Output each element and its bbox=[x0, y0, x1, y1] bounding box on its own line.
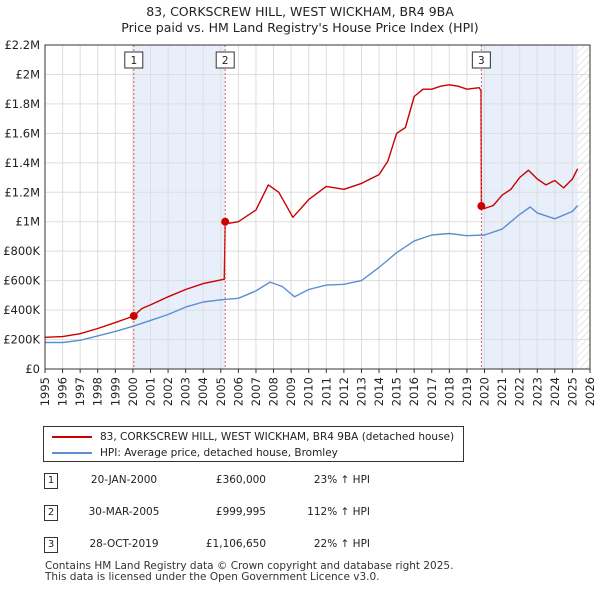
sale-marker-box bbox=[471, 51, 491, 69]
x-tick-label: 2006 bbox=[231, 377, 245, 406]
x-tick-label: 1995 bbox=[38, 377, 52, 406]
y-tick-label: £2M bbox=[15, 67, 40, 81]
sale-marker-label: 2 bbox=[222, 55, 229, 67]
chart-subtitle: Price paid vs. HM Land Registry's House … bbox=[121, 20, 479, 35]
x-tick-label: 2002 bbox=[161, 377, 175, 406]
x-tick-label: 1997 bbox=[73, 377, 87, 406]
y-tick-label: £0 bbox=[25, 362, 40, 376]
sale-row: 3 28-OCT-2019 £1,106,650 22% ↑ HPI bbox=[0, 534, 600, 554]
x-tick-label: 2020 bbox=[478, 377, 492, 406]
sale-date: 20-JAN-2000 bbox=[90, 474, 158, 486]
x-tick-label: 2026 bbox=[583, 377, 597, 406]
legend-swatch-property bbox=[52, 436, 92, 438]
hpi-line bbox=[45, 205, 579, 344]
x-tick-label: 2003 bbox=[179, 377, 193, 406]
sale-point bbox=[221, 217, 230, 226]
x-tick-label: 2004 bbox=[196, 377, 210, 406]
sale-number: 2 bbox=[44, 505, 58, 521]
sale-number: 3 bbox=[44, 537, 58, 553]
sale-date: 30-MAR-2005 bbox=[88, 506, 160, 518]
footer-license: This data is licensed under the Open Gov… bbox=[45, 571, 380, 583]
y-tick-label: £1.8M bbox=[4, 97, 40, 111]
sale-point bbox=[477, 202, 486, 211]
y-tick-label: £200K bbox=[3, 333, 40, 347]
sale-hpi-change: 23% ↑ HPI bbox=[313, 474, 370, 486]
x-tick-label: 2023 bbox=[530, 377, 544, 406]
x-tick-label: 2010 bbox=[302, 377, 316, 406]
sale-marker-box bbox=[215, 51, 235, 69]
sale-row: 1 20-JAN-2000 £360,000 23% ↑ HPI bbox=[0, 470, 600, 490]
x-tick-label: 2017 bbox=[425, 377, 439, 406]
x-tick-label: 2007 bbox=[249, 377, 263, 406]
x-tick-label: 2000 bbox=[126, 377, 140, 406]
legend-swatch-hpi bbox=[52, 452, 92, 454]
y-tick-label: £800K bbox=[3, 244, 40, 258]
x-tick-label: 2005 bbox=[214, 377, 228, 406]
x-tick-label: 2022 bbox=[513, 377, 527, 406]
property-price-line bbox=[44, 84, 579, 338]
y-tick-label: £600K bbox=[3, 274, 40, 288]
plot-frame bbox=[44, 44, 591, 370]
sale-point bbox=[129, 311, 138, 320]
x-tick-label: 2019 bbox=[460, 377, 474, 406]
x-tick-label: 2001 bbox=[143, 377, 157, 406]
x-tick-label: 2024 bbox=[548, 377, 562, 406]
sale-hpi-change: 22% ↑ HPI bbox=[313, 538, 370, 550]
x-tick-label: 2012 bbox=[337, 377, 351, 406]
sale-price: £1,106,650 bbox=[205, 538, 266, 550]
x-tick-label: 2008 bbox=[267, 377, 281, 406]
x-tick-label: 1998 bbox=[91, 377, 105, 406]
x-tick-label: 2015 bbox=[390, 377, 404, 406]
y-tick-label: £400K bbox=[3, 303, 40, 317]
legend-label-property: 83, CORKSCREW HILL, WEST WICKHAM, BR4 9B… bbox=[100, 431, 455, 443]
y-tick-label: £2.2M bbox=[4, 38, 40, 52]
sale-price: £999,995 bbox=[215, 506, 266, 518]
x-tick-label: 1996 bbox=[56, 377, 70, 406]
sale-marker-label: 3 bbox=[478, 55, 485, 67]
footer: Contains HM Land Registry data © Crown c… bbox=[45, 561, 453, 583]
y-tick-label: £1.4M bbox=[4, 156, 40, 170]
y-tick-label: £1M bbox=[15, 215, 40, 229]
y-tick-label: £1.6M bbox=[4, 126, 40, 140]
forecast-hatch bbox=[577, 45, 590, 369]
chart-title: 83, CORKSCREW HILL, WEST WICKHAM, BR4 9B… bbox=[146, 4, 454, 19]
sale-hpi-change: 112% ↑ HPI bbox=[307, 506, 370, 518]
y-tick-label: £1.2M bbox=[4, 185, 40, 199]
x-tick-label: 2025 bbox=[565, 377, 579, 406]
footer-copyright: Contains HM Land Registry data © Crown c… bbox=[45, 560, 454, 572]
sale-price: £360,000 bbox=[215, 474, 266, 486]
x-tick-label: 2021 bbox=[495, 377, 509, 406]
shaded-period bbox=[133, 45, 226, 369]
x-tick-label: 1999 bbox=[108, 377, 122, 406]
x-tick-label: 2018 bbox=[442, 377, 456, 406]
x-tick-label: 2014 bbox=[372, 377, 386, 406]
legend-label-hpi: HPI: Average price, detached house, Brom… bbox=[100, 447, 338, 459]
sale-row: 2 30-MAR-2005 £999,995 112% ↑ HPI bbox=[0, 502, 600, 522]
legend: 83, CORKSCREW HILL, WEST WICKHAM, BR4 9B… bbox=[43, 426, 464, 462]
sale-date: 28-OCT-2019 bbox=[89, 538, 159, 550]
sale-marker-box bbox=[124, 51, 144, 69]
price-chart: 1 2 3 £0 £200K £400K £600K £800K £1M £1.2M £1.4M £… bbox=[3, 38, 597, 406]
x-tick-label: 2016 bbox=[407, 377, 421, 406]
x-tick-label: 2009 bbox=[284, 377, 298, 406]
x-tick-label: 2013 bbox=[354, 377, 368, 406]
x-tick-label: 2011 bbox=[319, 377, 333, 406]
sale-marker-label: 1 bbox=[130, 55, 137, 67]
sale-number: 1 bbox=[44, 473, 58, 489]
